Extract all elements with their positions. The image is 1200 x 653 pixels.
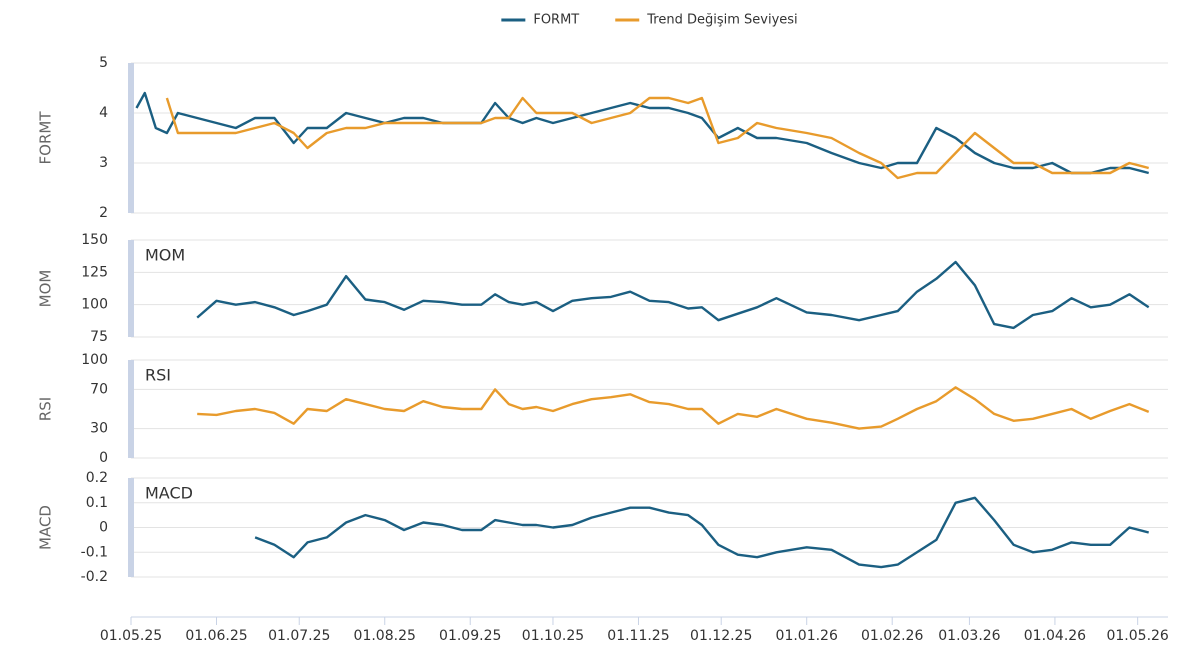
y-tick-label: 5 xyxy=(99,55,108,71)
axis-bar xyxy=(128,240,134,337)
x-tick-label: 01.02.26 xyxy=(861,628,923,644)
y-tick-label: 100 xyxy=(81,352,108,368)
y-tick-label: 0 xyxy=(99,520,108,536)
axis-bar xyxy=(128,478,134,577)
y-axis-label: FORMT xyxy=(37,111,55,165)
x-tick-label: 01.03.26 xyxy=(938,628,1000,644)
y-tick-label: 0 xyxy=(99,450,108,466)
y-axis-label: MACD xyxy=(37,505,55,550)
y-tick-label: 75 xyxy=(90,329,108,345)
series-line xyxy=(135,91,1150,175)
series-label: MOM xyxy=(145,246,185,265)
series-line xyxy=(254,496,1150,569)
axis-bar xyxy=(128,360,134,458)
series-line xyxy=(165,96,1150,180)
x-tick-label: 01.06.25 xyxy=(185,628,247,644)
axis-bar xyxy=(128,63,134,213)
y-tick-label: 70 xyxy=(90,381,108,397)
y-tick-label: 4 xyxy=(99,105,108,121)
x-tick-label: 01.10.25 xyxy=(522,628,584,644)
y-tick-label: 100 xyxy=(81,297,108,313)
y-axis-label: MOM xyxy=(37,270,55,308)
x-tick-label: 01.12.25 xyxy=(690,628,752,644)
y-tick-label: 30 xyxy=(90,421,108,437)
x-tick-label: 01.04.26 xyxy=(1024,628,1086,644)
x-tick-label: 01.09.25 xyxy=(439,628,501,644)
series-label: RSI xyxy=(145,366,171,385)
x-tick-label: 01.01.26 xyxy=(776,628,838,644)
x-tick-label: 01.05.26 xyxy=(1106,628,1168,644)
series-line xyxy=(197,386,1150,430)
y-tick-label: 150 xyxy=(81,232,108,248)
legend-label: FORMT xyxy=(533,13,579,28)
y-tick-label: 0.1 xyxy=(86,495,108,511)
y-tick-label: 3 xyxy=(99,155,108,171)
series-label: MACD xyxy=(145,484,193,503)
y-tick-label: -0.2 xyxy=(81,569,108,585)
y-tick-label: 0.2 xyxy=(86,470,108,486)
y-axis-label: RSI xyxy=(37,397,55,421)
x-tick-label: 01.07.25 xyxy=(268,628,330,644)
y-tick-label: 125 xyxy=(81,264,108,280)
x-tick-label: 01.11.25 xyxy=(607,628,669,644)
legend-label: Trend Değişim Seviyesi xyxy=(646,13,797,28)
x-tick-label: 01.08.25 xyxy=(354,628,416,644)
y-tick-label: -0.1 xyxy=(81,544,108,560)
x-tick-label: 01.05.25 xyxy=(100,628,162,644)
series-line xyxy=(196,260,1150,330)
y-tick-label: 2 xyxy=(99,205,108,221)
